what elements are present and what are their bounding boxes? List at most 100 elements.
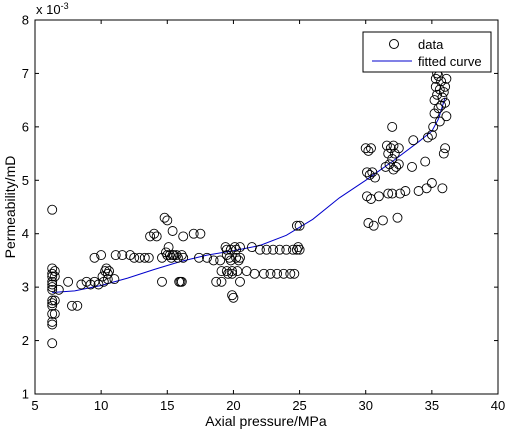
- data-point: [171, 250, 182, 261]
- x-axis-label: Axial pressure/MPa: [205, 413, 327, 429]
- data-point: [362, 167, 372, 178]
- data-point: [227, 266, 238, 277]
- x-tick-label: 35: [425, 398, 439, 413]
- data-point: [289, 268, 300, 279]
- data-point: [176, 250, 187, 261]
- data-point: [272, 268, 283, 279]
- data-point: [235, 252, 245, 263]
- legend-marker-data: [389, 39, 399, 49]
- data-point: [392, 212, 403, 223]
- data-point: [49, 295, 60, 306]
- data-point: [129, 252, 140, 263]
- data-point: [63, 276, 74, 287]
- data-point: [395, 188, 406, 199]
- data-point: [393, 143, 404, 154]
- data-point: [433, 103, 444, 114]
- y-multiplier-exponent: -3: [61, 1, 69, 11]
- data-point: [233, 255, 244, 266]
- data-point: [231, 252, 242, 263]
- data-point: [102, 268, 113, 279]
- data-point: [216, 276, 227, 287]
- data-point: [109, 274, 120, 285]
- data-point: [294, 220, 305, 231]
- y-tick-label: 3: [22, 280, 29, 295]
- data-point: [426, 178, 437, 188]
- data-point: [441, 73, 452, 84]
- data-point: [110, 250, 121, 261]
- y-tick-label: 2: [22, 333, 29, 348]
- plot-frame: [34, 19, 499, 395]
- data-point: [167, 226, 178, 236]
- data-point: [261, 244, 272, 255]
- data-point: [228, 292, 239, 303]
- y-multiplier: x 10-3: [36, 1, 69, 17]
- data-point: [387, 121, 398, 132]
- fitted-curve-line: [52, 97, 446, 293]
- data-point: [430, 73, 441, 84]
- x-tick-label: 40: [491, 398, 505, 413]
- data-point: [235, 242, 245, 253]
- data-point: [47, 268, 58, 279]
- data-point: [387, 153, 398, 164]
- x-tick-label: 20: [226, 398, 240, 413]
- data-point: [388, 140, 399, 151]
- data-point: [227, 268, 238, 279]
- data-point: [363, 218, 374, 228]
- data-point: [254, 244, 265, 255]
- data-point: [400, 186, 411, 196]
- y-tick-label: 6: [22, 119, 29, 134]
- fitted-curve-layer: [52, 97, 446, 293]
- data-point: [438, 148, 449, 159]
- data-point: [441, 111, 452, 122]
- data-point: [194, 252, 204, 263]
- data-point: [101, 263, 112, 274]
- data-point: [47, 338, 58, 349]
- data-point: [373, 191, 384, 202]
- legend-box: [362, 31, 492, 73]
- data-point: [47, 204, 58, 215]
- data-point: [143, 252, 154, 263]
- data-point: [93, 279, 104, 290]
- data-point: [421, 183, 432, 194]
- x-tick-label: 10: [94, 398, 108, 413]
- data-point: [47, 284, 58, 295]
- data-point: [53, 284, 64, 295]
- data-points-layer: [47, 68, 452, 349]
- data-point: [162, 215, 173, 226]
- x-tick-label: 15: [160, 398, 174, 413]
- data-point: [224, 252, 235, 263]
- x-tick-label: 30: [358, 398, 372, 413]
- data-point: [408, 135, 419, 146]
- data-point: [366, 143, 376, 154]
- data-point: [216, 266, 227, 277]
- data-point: [377, 215, 388, 226]
- data-point: [429, 108, 440, 119]
- data-point: [383, 148, 394, 159]
- data-point: [440, 97, 451, 108]
- data-point: [72, 300, 83, 311]
- data-point: [364, 169, 375, 180]
- data-point: [49, 266, 60, 277]
- data-point: [420, 156, 431, 167]
- data-point: [102, 274, 113, 285]
- data-point: [208, 255, 219, 266]
- data-point: [407, 161, 417, 172]
- data-point: [367, 167, 378, 178]
- data-point: [159, 212, 170, 223]
- data-point: [294, 244, 305, 255]
- data-point: [360, 143, 371, 154]
- data-point: [47, 282, 58, 293]
- data-point: [221, 266, 232, 277]
- data-point: [285, 268, 296, 279]
- data-point: [47, 319, 58, 330]
- data-point: [291, 244, 302, 255]
- data-point: [157, 276, 167, 287]
- data-point: [47, 295, 58, 306]
- legend-label-fitted: fitted curve: [418, 54, 482, 69]
- data-point: [437, 92, 448, 103]
- data-point: [363, 145, 374, 156]
- data-point: [47, 276, 58, 287]
- data-point: [426, 129, 437, 140]
- data-point: [391, 161, 402, 172]
- data-point: [437, 183, 448, 194]
